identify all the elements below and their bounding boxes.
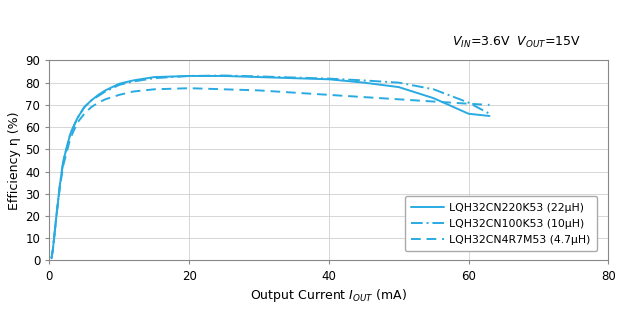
- LQH32CN100K53 (10μH): [150, 76, 158, 80]
- LQH32CN4R7M53 (4.7μH): [67, 136, 74, 140]
- LQH32CN4R7M53 (4.7μH): [430, 100, 437, 103]
- LQH32CN4R7M53 (4.7μH): [74, 121, 81, 124]
- LQH32CN4R7M53 (4.7μH): [465, 102, 472, 106]
- LQH32CN4R7M53 (4.7μH): [95, 101, 102, 105]
- LQH32CN100K53 (10μH): [395, 81, 402, 85]
- LQH32CN220K53 (22μH): [74, 116, 81, 120]
- Legend: LQH32CN220K53 (22μH), LQH32CN100K53 (10μH), LQH32CN4R7M53 (4.7μH): LQH32CN220K53 (22μH), LQH32CN100K53 (10μ…: [405, 196, 597, 251]
- LQH32CN220K53 (22μH): [102, 89, 109, 92]
- Line: LQH32CN100K53 (10μH): LQH32CN100K53 (10μH): [52, 76, 489, 258]
- LQH32CN4R7M53 (4.7μH): [325, 93, 333, 97]
- LQH32CN4R7M53 (4.7μH): [130, 90, 137, 93]
- LQH32CN4R7M53 (4.7μH): [60, 163, 67, 167]
- LQH32CN4R7M53 (4.7μH): [255, 89, 263, 92]
- LQH32CN4R7M53 (4.7μH): [185, 86, 193, 90]
- LQH32CN100K53 (10μH): [52, 214, 60, 218]
- LQH32CN220K53 (22μH): [290, 76, 298, 80]
- LQH32CN4R7M53 (4.7μH): [102, 97, 109, 101]
- LQH32CN4R7M53 (4.7μH): [80, 112, 88, 116]
- LQH32CN100K53 (10μH): [60, 158, 67, 162]
- LQH32CN220K53 (22μH): [49, 247, 57, 251]
- LQH32CN220K53 (22μH): [395, 85, 402, 89]
- LQH32CN220K53 (22μH): [325, 77, 333, 81]
- LQH32CN100K53 (10μH): [360, 79, 368, 82]
- LQH32CN220K53 (22μH): [95, 93, 102, 97]
- LQH32CN4R7M53 (4.7μH): [48, 256, 56, 260]
- LQH32CN4R7M53 (4.7μH): [52, 214, 60, 218]
- LQH32CN100K53 (10μH): [130, 80, 137, 83]
- LQH32CN100K53 (10μH): [67, 132, 74, 136]
- LQH32CN100K53 (10μH): [102, 90, 109, 93]
- LQH32CN4R7M53 (4.7μH): [150, 87, 158, 91]
- LQH32CN220K53 (22μH): [67, 132, 74, 136]
- LQH32CN100K53 (10μH): [87, 99, 95, 102]
- LQH32CN220K53 (22μH): [109, 85, 116, 89]
- LQH32CN220K53 (22μH): [60, 158, 67, 162]
- LQH32CN4R7M53 (4.7μH): [49, 247, 57, 251]
- LQH32CN4R7M53 (4.7μH): [395, 97, 402, 101]
- LQH32CN220K53 (22μH): [130, 79, 137, 82]
- LQH32CN220K53 (22μH): [52, 214, 60, 218]
- LQH32CN100K53 (10μH): [430, 87, 437, 91]
- LQH32CN4R7M53 (4.7μH): [56, 185, 64, 189]
- LQH32CN4R7M53 (4.7μH): [115, 93, 123, 97]
- LQH32CN100K53 (10μH): [255, 75, 263, 78]
- LQH32CN100K53 (10μH): [74, 116, 81, 120]
- LQH32CN220K53 (22μH): [220, 74, 228, 78]
- LQH32CN220K53 (22μH): [150, 75, 158, 79]
- Line: LQH32CN4R7M53 (4.7μH): LQH32CN4R7M53 (4.7μH): [52, 88, 489, 258]
- Text: $V_{IN}$=3.6V  $V_{OUT}$=15V: $V_{IN}$=3.6V $V_{OUT}$=15V: [452, 35, 581, 51]
- LQH32CN4R7M53 (4.7μH): [360, 95, 368, 99]
- LQH32CN4R7M53 (4.7μH): [109, 95, 116, 99]
- LQH32CN100K53 (10μH): [185, 74, 193, 78]
- LQH32CN100K53 (10μH): [49, 247, 57, 251]
- LQH32CN4R7M53 (4.7μH): [220, 87, 228, 91]
- Y-axis label: Efficiency η (%): Efficiency η (%): [8, 111, 21, 210]
- LQH32CN220K53 (22μH): [485, 114, 493, 118]
- LQH32CN100K53 (10μH): [115, 83, 123, 87]
- LQH32CN4R7M53 (4.7μH): [290, 91, 298, 95]
- LQH32CN220K53 (22μH): [255, 75, 263, 79]
- LQH32CN100K53 (10μH): [485, 112, 493, 116]
- LQH32CN220K53 (22μH): [56, 183, 64, 187]
- X-axis label: Output Current $I_{OUT}$ (mA): Output Current $I_{OUT}$ (mA): [250, 287, 407, 304]
- LQH32CN220K53 (22μH): [87, 99, 95, 102]
- LQH32CN100K53 (10μH): [220, 74, 228, 77]
- Line: LQH32CN220K53 (22μH): LQH32CN220K53 (22μH): [52, 76, 489, 258]
- LQH32CN220K53 (22μH): [465, 112, 472, 116]
- LQH32CN220K53 (22μH): [185, 74, 193, 78]
- LQH32CN100K53 (10μH): [95, 94, 102, 98]
- LQH32CN220K53 (22μH): [115, 82, 123, 85]
- LQH32CN100K53 (10μH): [465, 101, 472, 105]
- LQH32CN220K53 (22μH): [80, 105, 88, 109]
- LQH32CN4R7M53 (4.7μH): [485, 103, 493, 107]
- LQH32CN100K53 (10μH): [56, 183, 64, 187]
- LQH32CN220K53 (22μH): [48, 256, 56, 260]
- LQH32CN100K53 (10μH): [290, 76, 298, 79]
- LQH32CN4R7M53 (4.7μH): [87, 105, 95, 109]
- LQH32CN100K53 (10μH): [109, 86, 116, 90]
- LQH32CN100K53 (10μH): [80, 105, 88, 109]
- LQH32CN220K53 (22μH): [430, 96, 437, 100]
- LQH32CN220K53 (22μH): [360, 81, 368, 85]
- LQH32CN100K53 (10μH): [48, 256, 56, 260]
- LQH32CN100K53 (10μH): [325, 77, 333, 80]
